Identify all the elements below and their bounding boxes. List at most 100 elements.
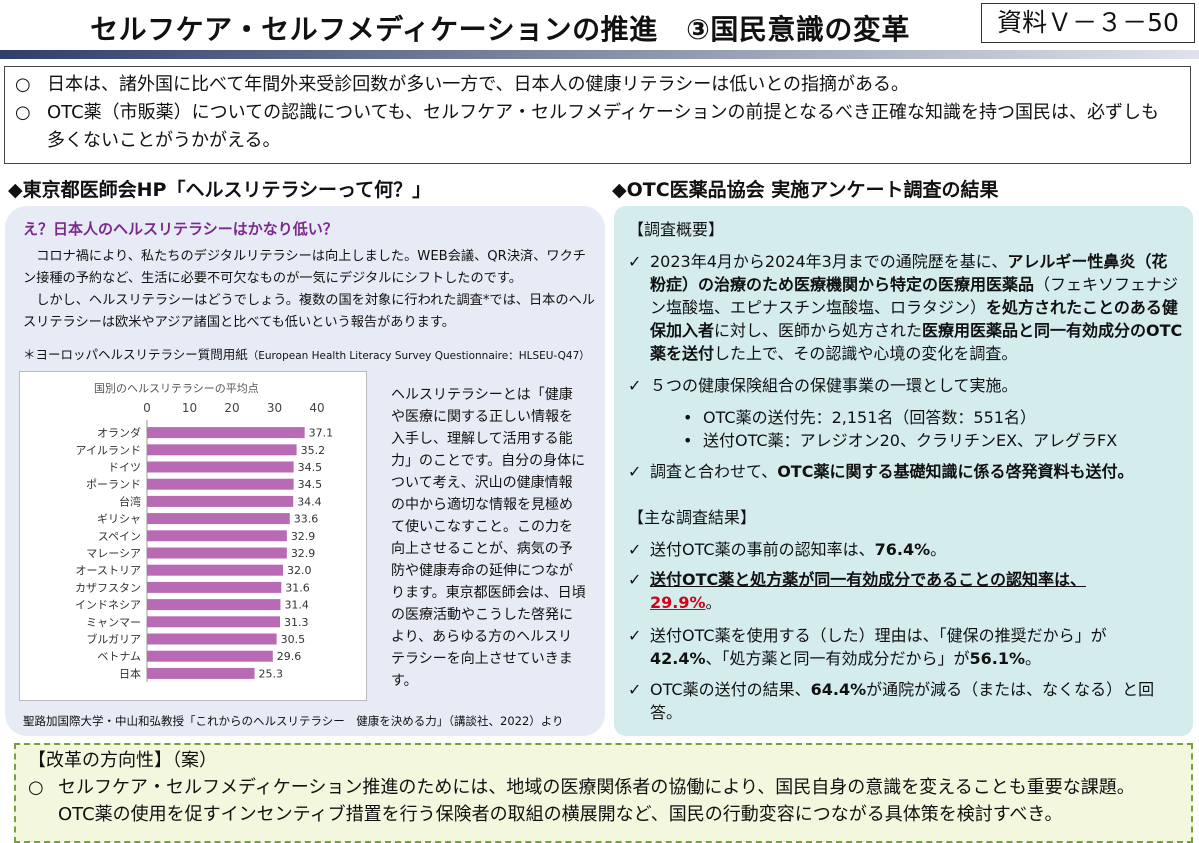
right-section-heading: ◆OTC医薬品協会 実施アンケート調査の結果: [612, 179, 999, 201]
x-tick-label: 0: [143, 401, 151, 415]
r4-a: OTC薬の送付の結果、: [650, 680, 811, 699]
bar: [147, 495, 294, 507]
bar-value-label: 37.1: [309, 427, 334, 440]
bar: [147, 667, 255, 679]
circle-bullet-icon: ○: [15, 74, 31, 95]
summary-text-2b: 多くないことがうかがえる。: [47, 130, 281, 151]
circle-bullet-icon: ○: [28, 777, 44, 798]
bar: [147, 478, 294, 490]
bar-value-label: 34.5: [298, 478, 323, 491]
result-item-4-text: OTC薬の送付の結果、64.4%が通院が減る（または、なくなる）と回答。: [650, 678, 1183, 724]
r3-a: 送付OTC薬を使用する（した）理由は、「健保の推奨だから」が: [650, 626, 1107, 645]
checkmark-icon: ✓: [628, 680, 642, 699]
reform-text-2: OTC薬の使用を促すインセンティブ措置を行う保険者の取組の横展開など、国民の行動…: [58, 804, 1063, 825]
bar: [147, 599, 281, 611]
reform-line-1: ○ セルフケア・セルフメディケーション推進のためには、地域の医療関係者の協働によ…: [28, 774, 1179, 801]
checkmark-icon: ✓: [628, 570, 642, 589]
left-section-heading: ◆東京都医師会HP「ヘルスリテラシーって何？」: [8, 179, 432, 201]
r3-d: 56.1%: [969, 649, 1026, 668]
result-item-2-text: 送付OTC薬と処方薬が同一有効成分であることの認知率は、 29.9%。: [650, 568, 1086, 614]
bar-value-label: 30.5: [281, 633, 306, 646]
sublist-item-1-text: OTC薬の送付先：2,151名（回答数：551名）: [703, 408, 1036, 427]
reform-direction-box: 【改革の方向性】（案） ○ セルフケア・セルフメディケーション推進のためには、地…: [14, 743, 1193, 843]
overview-item-2: ✓ ５つの健康保険組合の保健事業の一環として実施。: [628, 374, 1183, 397]
r3-e: 。: [1025, 649, 1042, 668]
result-item-1: ✓ 送付OTC薬の事前の認知率は、76.4%。: [628, 538, 1183, 561]
overview-item-3: ✓ 調査と合わせて、OTC薬に関する基礎知識に係る啓発資料も送付。: [628, 460, 1183, 483]
category-label: ベトナム: [97, 650, 141, 663]
o1-e: に対し、医師から処方された: [714, 321, 923, 340]
category-label: ギリシャ: [97, 513, 141, 526]
r3-b: 42.4%: [650, 649, 706, 668]
r3-c: 、「処方薬と同一有効成分だから」が: [705, 649, 970, 668]
document-id: 資料Ｖ－３－50: [981, 3, 1195, 43]
chart-title: 国別のヘルスリテラシーの平均点: [94, 382, 259, 395]
reform-label: 【改革の方向性】（案）: [28, 750, 217, 771]
checkmark-icon: ✓: [628, 626, 642, 645]
bar: [147, 547, 287, 559]
x-tick-label: 30: [267, 401, 282, 415]
result-item-2: ✓ 送付OTC薬と処方薬が同一有効成分であることの認知率は、 29.9%。: [628, 568, 1183, 614]
bar-value-label: 31.6: [285, 581, 310, 594]
bar: [147, 461, 294, 473]
checkmark-icon: ✓: [628, 376, 642, 395]
checkmark-icon: ✓: [628, 462, 642, 481]
o3-a: 調査と合わせて、: [650, 462, 778, 481]
o1-a: 2023年4月から2024年3月までの通院歴を基に、: [650, 252, 1008, 271]
category-label: オーストリア: [76, 564, 141, 577]
footnote-small: （European Health Literacy Survey Questio…: [247, 350, 590, 362]
category-label: オランダ: [97, 426, 141, 440]
overview-item-2-text: ５つの健康保険組合の保健事業の一環として実施。: [650, 376, 1018, 395]
category-label: ブルガリア: [86, 632, 141, 646]
r4-b: 64.4%: [810, 680, 867, 699]
r2-b-highlight: 29.9%: [650, 593, 706, 612]
bar: [147, 513, 290, 525]
o1-d: を処方されたことのある健保加入者: [650, 298, 1178, 340]
overview-item-1-text: 2023年4月から2024年3月までの通院歴を基に、アレルギー性鼻炎（花粉症）の…: [650, 250, 1183, 365]
intro-paragraphs: コロナ禍により、私たちのデジタルリテラシーは向上しました。WEB会議、QR決済、…: [23, 246, 598, 334]
category-label: マレーシア: [86, 547, 141, 560]
bullet-dot-icon: •: [683, 408, 693, 427]
r1-c: 。: [930, 540, 947, 559]
chart-svg: 国別のヘルスリテラシーの平均点 0 10 20 30 40 オランダ 37.1 アイルランド 35…: [75, 382, 334, 682]
o1-g: した上で、その認識や心境の変化を調査。: [714, 344, 1018, 363]
checkmark-icon: ✓: [628, 540, 642, 559]
bar-value-label: 34.5: [298, 461, 323, 474]
category-label: ミャンマー: [86, 616, 141, 629]
bar: [147, 581, 282, 593]
panel-subheading: え？日本人のヘルスリテラシーはかなり低い？: [23, 220, 338, 238]
summary-line-1: ○ 日本は、諸外国に比べて年間外来受診回数が多い一方で、日本人の健康リテラシーは…: [15, 71, 1180, 99]
category-label: ポーランド: [86, 478, 141, 491]
title-divider-bar: [0, 50, 1199, 59]
overview-sublist: • OTC薬の送付先：2,151名（回答数：551名） • 送付OTC薬：アレジオン…: [628, 406, 1183, 452]
r2-c: 。: [705, 593, 722, 612]
source-credit: 聖路加国際大学・中山和弘教授「これからのヘルスリテラシー 健康を決める力」（講談…: [23, 714, 564, 728]
bar: [147, 633, 277, 645]
footnote-text: ＊ヨーロッパヘルスリテラシー質問用紙: [23, 347, 248, 362]
footnote: ＊ヨーロッパヘルスリテラシー質問用紙（European Health Liter…: [23, 344, 590, 363]
x-tick-label: 40: [309, 401, 324, 415]
category-label: アイルランド: [76, 444, 141, 457]
result-item-3: ✓ 送付OTC薬を使用する（した）理由は、「健保の推奨だから」が 42.4%、「処…: [628, 624, 1183, 670]
category-label: 日本: [119, 666, 141, 680]
o3-b: OTC薬に関する基礎知識に係る啓発資料も送付。: [777, 462, 1134, 481]
o1-b: アレルギー性鼻炎（花粉症）の治療のため医療機関から特定の医療用医薬品: [650, 252, 1168, 294]
result-item-1-text: 送付OTC薬の事前の認知率は、76.4%。: [650, 538, 946, 561]
bar-value-label: 31.4: [284, 599, 309, 612]
summary-line-2: ○ OTC薬（市販薬）についての認識についても、セルフケア・セルフメディケーショ…: [15, 99, 1180, 127]
paragraph-2: しかし、ヘルスリテラシーはどうでしょう。複数の国を対象に行われた調査*では、日本…: [23, 293, 595, 330]
bar: [147, 564, 283, 576]
category-label: ドイツ: [108, 461, 141, 474]
category-label: カザフスタン: [75, 581, 141, 594]
circle-bullet-icon: ○: [15, 102, 31, 123]
sublist-item-2-text: 送付OTC薬：アレジオン20、クラリチンEX、アレグラFX: [703, 431, 1118, 450]
bar-value-label: 29.6: [277, 650, 302, 663]
bar-value-label: 25.3: [259, 667, 284, 680]
checkmark-icon: ✓: [628, 252, 642, 271]
overview-item-3-text: 調査と合わせて、OTC薬に関する基礎知識に係る啓発資料も送付。: [650, 460, 1133, 483]
summary-text-2a: OTC薬（市販薬）についての認識についても、セルフケア・セルフメディケーションの…: [47, 102, 1159, 123]
category-label: 台湾: [119, 494, 141, 508]
bar-value-label: 32.9: [291, 530, 316, 543]
x-tick-label: 20: [224, 401, 239, 415]
bar-value-label: 33.6: [294, 513, 319, 526]
